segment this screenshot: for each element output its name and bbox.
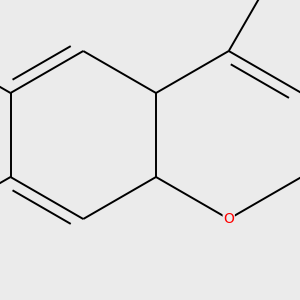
- Text: O: O: [223, 212, 234, 226]
